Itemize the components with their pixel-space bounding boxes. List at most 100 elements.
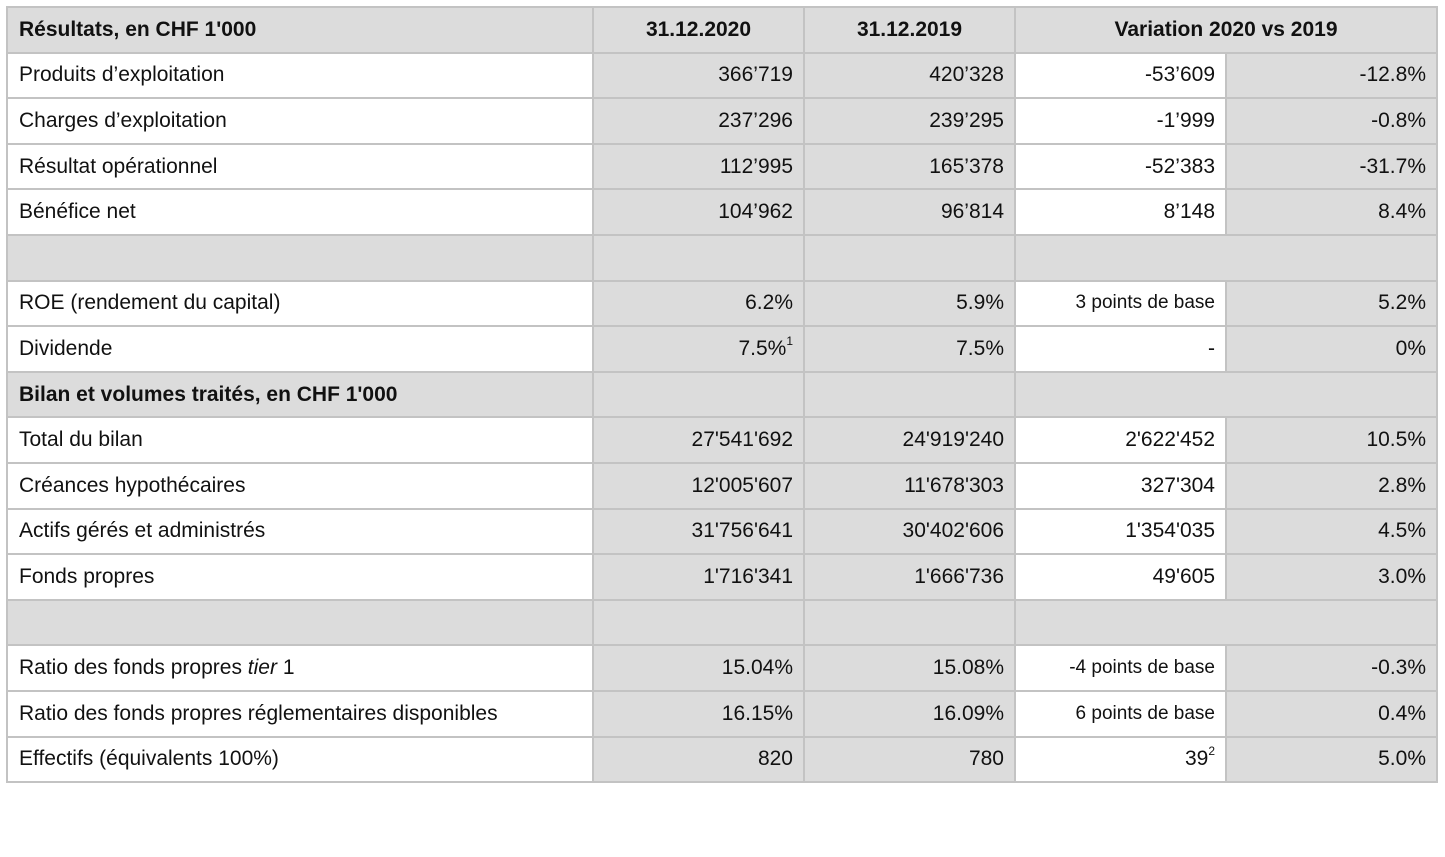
variation-percent: -12.8% bbox=[1225, 51, 1438, 100]
variation-percent: 0% bbox=[1225, 325, 1438, 373]
value-2020: 16.15% bbox=[592, 689, 805, 738]
value-2019: 7.5% bbox=[803, 325, 1016, 373]
variation-absolute: 2'622'452 bbox=[1014, 416, 1227, 464]
variation-absolute: 49'605 bbox=[1014, 553, 1227, 601]
variation-absolute: 1'354'035 bbox=[1014, 507, 1227, 556]
section-cell bbox=[803, 370, 1016, 419]
value-2019: 15.08% bbox=[803, 644, 1016, 692]
row-label: Résultat opérationnel bbox=[6, 142, 594, 191]
value-2020: 31'756'641 bbox=[592, 507, 805, 556]
variation-absolute: 6 points de base bbox=[1014, 689, 1227, 738]
table-row: ROE (rendement du capital) 6.2% 5.9% 3 p… bbox=[6, 279, 1438, 328]
table-row: Produits d’exploitation 366’719 420’328 … bbox=[6, 51, 1438, 100]
variation-absolute: -1’999 bbox=[1014, 97, 1227, 145]
value-2019: 420’328 bbox=[803, 51, 1016, 100]
row-label: Fonds propres bbox=[6, 553, 594, 601]
value-2020: 15.04% bbox=[592, 644, 805, 692]
variation-percent: 10.5% bbox=[1225, 416, 1438, 464]
spacer-row bbox=[6, 233, 1438, 282]
variation-percent: 3.0% bbox=[1225, 553, 1438, 601]
row-label: Ratio des fonds propres tier 1 bbox=[6, 644, 594, 692]
variation-absolute: -4 points de base bbox=[1014, 644, 1227, 692]
value-2020: 1'716'341 bbox=[592, 553, 805, 601]
table-row: Créances hypothécaires 12'005'607 11'678… bbox=[6, 461, 1438, 510]
section-cell bbox=[592, 370, 805, 419]
spacer-cell bbox=[6, 233, 594, 282]
value-2019: 165’378 bbox=[803, 142, 1016, 191]
value-2019: 780 bbox=[803, 735, 1016, 784]
label-text: 1 bbox=[276, 656, 295, 680]
row-label: Dividende bbox=[6, 325, 594, 373]
table-row: Fonds propres 1'716'341 1'666'736 49'605… bbox=[6, 553, 1438, 601]
column-header-variation: Variation 2020 vs 2019 bbox=[1014, 6, 1438, 54]
variation-percent: 5.0% bbox=[1225, 735, 1438, 784]
table-row: Total du bilan 27'541'692 24'919'240 2'6… bbox=[6, 416, 1438, 464]
column-header-2020: 31.12.2020 bbox=[592, 6, 805, 54]
value-2019: 96’814 bbox=[803, 188, 1016, 236]
variation-absolute: -52’383 bbox=[1014, 142, 1227, 191]
variation-percent: -0.8% bbox=[1225, 97, 1438, 145]
value-2019: 24'919'240 bbox=[803, 416, 1016, 464]
value-text: 7.5% bbox=[738, 336, 787, 360]
variation-percent: 5.2% bbox=[1225, 279, 1438, 328]
value-2020: 27'541'692 bbox=[592, 416, 805, 464]
value-2020: 6.2% bbox=[592, 279, 805, 328]
spacer-cell bbox=[803, 233, 1016, 282]
spacer-cell bbox=[1014, 233, 1438, 282]
value-2019: 239’295 bbox=[803, 97, 1016, 145]
section-title: Bilan et volumes traités, en CHF 1'000 bbox=[6, 370, 594, 419]
section-header-row: Bilan et volumes traités, en CHF 1'000 bbox=[6, 370, 1438, 419]
variation-absolute: 8’148 bbox=[1014, 188, 1227, 236]
column-header-2019: 31.12.2019 bbox=[803, 6, 1016, 54]
row-label: Effectifs (équivalents 100%) bbox=[6, 735, 594, 784]
value-2020: 237’296 bbox=[592, 97, 805, 145]
value-2020: 7.5%1 bbox=[592, 325, 805, 373]
value-2020: 12'005'607 bbox=[592, 461, 805, 510]
row-label: Total du bilan bbox=[6, 416, 594, 464]
spacer-row bbox=[6, 598, 1438, 647]
footnote-marker: 2 bbox=[1208, 744, 1215, 759]
value-2019: 11'678'303 bbox=[803, 461, 1016, 510]
table-title: Résultats, en CHF 1'000 bbox=[6, 6, 594, 54]
value-2020: 820 bbox=[592, 735, 805, 784]
variation-percent: -0.3% bbox=[1225, 644, 1438, 692]
table-row: Ratio des fonds propres réglementaires d… bbox=[6, 689, 1438, 738]
label-text: Ratio des fonds propres bbox=[19, 656, 248, 680]
value-2020: 112’995 bbox=[592, 142, 805, 191]
value-text: 39 bbox=[1184, 747, 1209, 771]
spacer-cell bbox=[1014, 598, 1438, 647]
table-row: Charges d’exploitation 237’296 239’295 -… bbox=[6, 97, 1438, 145]
variation-absolute: 392 bbox=[1014, 735, 1227, 784]
variation-percent: 0.4% bbox=[1225, 689, 1438, 738]
value-2019: 16.09% bbox=[803, 689, 1016, 738]
table-header-row: Résultats, en CHF 1'000 31.12.2020 31.12… bbox=[6, 6, 1438, 54]
row-label: Bénéfice net bbox=[6, 188, 594, 236]
variation-absolute: - bbox=[1014, 325, 1227, 373]
footnote-marker: 1 bbox=[786, 333, 793, 348]
table-row: Résultat opérationnel 112’995 165’378 -5… bbox=[6, 142, 1438, 191]
variation-percent: -31.7% bbox=[1225, 142, 1438, 191]
value-2019: 30'402'606 bbox=[803, 507, 1016, 556]
row-label: Produits d’exploitation bbox=[6, 51, 594, 100]
row-label: Actifs gérés et administrés bbox=[6, 507, 594, 556]
label-italic: tier bbox=[247, 656, 277, 680]
variation-percent: 4.5% bbox=[1225, 507, 1438, 556]
variation-absolute: 327'304 bbox=[1014, 461, 1227, 510]
value-2019: 1'666'736 bbox=[803, 553, 1016, 601]
table-row: Bénéfice net 104’962 96’814 8’148 8.4% bbox=[6, 188, 1438, 236]
table-row: Effectifs (équivalents 100%) 820 780 392… bbox=[6, 735, 1438, 784]
value-2020: 366’719 bbox=[592, 51, 805, 100]
row-label: Charges d’exploitation bbox=[6, 97, 594, 145]
variation-absolute: -53’609 bbox=[1014, 51, 1227, 100]
value-2020: 104’962 bbox=[592, 188, 805, 236]
table-row: Dividende 7.5%1 7.5% - 0% bbox=[6, 325, 1438, 373]
financial-results-table: Résultats, en CHF 1'000 31.12.2020 31.12… bbox=[6, 6, 1438, 784]
value-2019: 5.9% bbox=[803, 279, 1016, 328]
spacer-cell bbox=[592, 233, 805, 282]
spacer-cell bbox=[6, 598, 594, 647]
variation-percent: 8.4% bbox=[1225, 188, 1438, 236]
spacer-cell bbox=[803, 598, 1016, 647]
table-row: Actifs gérés et administrés 31'756'641 3… bbox=[6, 507, 1438, 556]
row-label: Créances hypothécaires bbox=[6, 461, 594, 510]
table-row: Ratio des fonds propres tier 1 15.04% 15… bbox=[6, 644, 1438, 692]
